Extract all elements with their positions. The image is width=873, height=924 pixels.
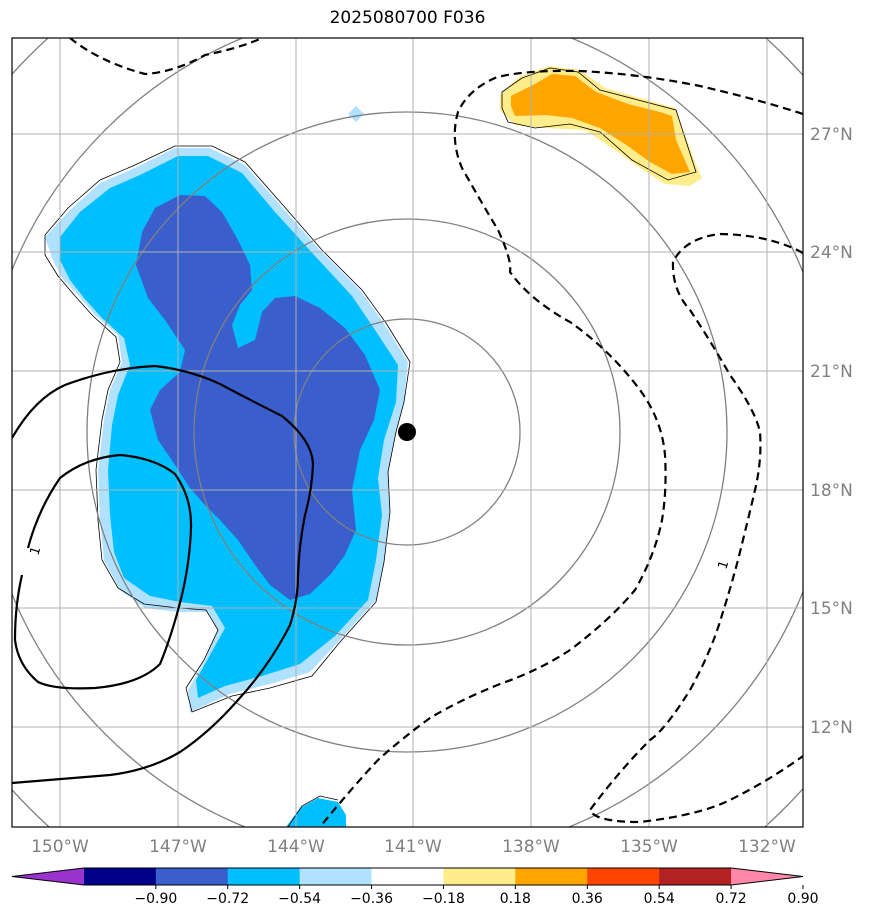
colorbar-bin xyxy=(227,868,301,885)
anomaly-outlines xyxy=(44,67,697,827)
lat-label-27n: 27°N xyxy=(810,125,853,145)
colorbar-tick-label: −0.72 xyxy=(206,891,249,907)
latitude-labels: 27°N 24°N 21°N 18°N 15°N 12°N xyxy=(810,125,853,738)
lon-label-138w: 138°W xyxy=(502,837,560,857)
colorbar-bin xyxy=(371,868,444,885)
lat-label-15n: 15°N xyxy=(810,599,853,619)
negative-anomaly-core-fill xyxy=(136,195,380,600)
lon-label-147w: 147°W xyxy=(149,837,207,857)
lon-label-150w: 150°W xyxy=(31,837,89,857)
storm-center-marker xyxy=(398,423,416,441)
positive-anomaly-inner-fill xyxy=(511,74,690,174)
lat-label-18n: 18°N xyxy=(810,481,853,501)
dashed-contours xyxy=(69,38,803,827)
colorbar-bin xyxy=(659,868,732,885)
colorbar-bin xyxy=(299,868,373,885)
contour-label-west: 1 xyxy=(28,545,45,558)
longitude-labels: 150°W 147°W 144°W 141°W 138°W 135°W 132°… xyxy=(31,837,796,857)
colorbar-outline xyxy=(11,867,804,886)
colorbar-tick-label: −0.18 xyxy=(422,891,465,907)
map-frame xyxy=(11,37,804,828)
lon-label-141w: 141°W xyxy=(384,837,442,857)
colorbar-tick-label: −0.90 xyxy=(134,891,177,907)
colorbar-tick-label: 0.72 xyxy=(716,891,747,907)
colorbar-tick-label: −0.36 xyxy=(350,891,393,907)
colorbar-tick-label: 0.90 xyxy=(787,891,818,907)
lon-label-135w: 135°W xyxy=(620,837,678,857)
lon-label-132w: 132°W xyxy=(738,837,796,857)
colorbar-extension-low xyxy=(12,868,84,885)
colorbar-tick-label: 0.54 xyxy=(644,891,675,907)
colorbar-bin xyxy=(155,868,229,885)
colorbar-bin xyxy=(515,868,588,885)
solid-contours xyxy=(12,364,315,785)
colorbar-bin xyxy=(587,868,660,885)
colorbar: −0.90 −0.72 −0.54 −0.36 −0.18 0.18 0.36 0.54 0.7… xyxy=(11,867,819,907)
map-title: 2025080700 F036 xyxy=(329,8,486,28)
lat-label-21n: 21°N xyxy=(810,362,853,382)
negative-anomaly-south-fill xyxy=(286,798,346,827)
colorbar-tick-label: 0.18 xyxy=(500,891,531,907)
colorbar-bin xyxy=(83,868,157,885)
colorbar-bin xyxy=(443,868,516,885)
contour-label-east: 1 xyxy=(716,559,733,572)
graticule xyxy=(12,38,803,827)
colorbar-extension-high xyxy=(731,868,803,885)
colorbar-tick-label: −0.54 xyxy=(278,891,321,907)
negative-anomaly-dot-fill xyxy=(348,106,364,122)
lat-label-24n: 24°N xyxy=(810,243,853,263)
colorbar-tick-label: 0.36 xyxy=(572,891,603,907)
lon-label-144w: 144°W xyxy=(267,837,325,857)
lat-label-12n: 12°N xyxy=(810,718,853,738)
